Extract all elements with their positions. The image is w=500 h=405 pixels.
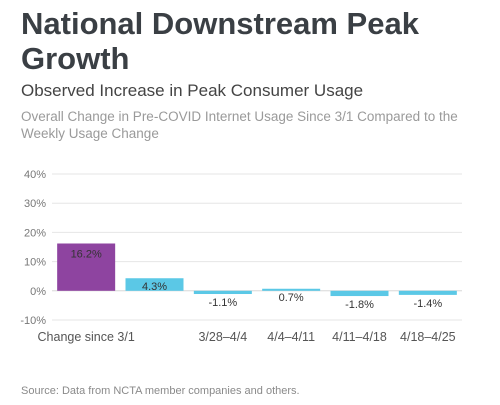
bar (330, 290, 389, 297)
y-tick-label: 30% (24, 198, 46, 210)
data-label: -1.4% (413, 298, 442, 310)
y-tick-label: 10% (24, 257, 46, 269)
bar (125, 278, 184, 291)
source-note: Source: Data from NCTA member companies … (21, 385, 300, 397)
category-label: 4/4–4/11 (267, 330, 315, 344)
category-labels: Change since 3/1 3/28–4/4 4/4–4/11 4/11–4/1… (38, 330, 456, 344)
bar (193, 290, 252, 295)
bar (398, 290, 457, 295)
category-label: 3/28–4/4 (198, 330, 247, 344)
grid-lines (52, 173, 462, 321)
data-labels: 16.2% 4.3% -1.1% 0.7% -1.8% -1.4% (71, 248, 443, 311)
category-label: 4/18–4/25 (400, 330, 456, 344)
category-label: Change since 3/1 (38, 330, 135, 344)
y-tick-label: 40% (24, 169, 46, 181)
bars (57, 243, 457, 297)
data-label: 16.2% (71, 248, 102, 260)
y-axis-ticks: -10% 0% 10% 20% 30% 40% (20, 169, 46, 327)
bar (57, 243, 116, 291)
y-tick-label: -10% (20, 315, 46, 327)
chart-subtitle: Observed Increase in Peak Consumer Usage (21, 81, 364, 100)
data-label: 0.7% (279, 292, 304, 304)
data-label: -1.8% (345, 299, 374, 311)
bar (262, 288, 321, 291)
data-label: 4.3% (142, 281, 167, 293)
data-label: -1.1% (208, 297, 237, 309)
y-tick-label: 0% (30, 286, 46, 298)
chart-note: Overall Change in Pre-COVID Internet Usa… (21, 109, 458, 141)
category-label: 4/11–4/18 (332, 330, 387, 344)
chart-title: National Downstream Peak Growth (21, 6, 419, 76)
y-tick-label: 20% (24, 227, 46, 239)
